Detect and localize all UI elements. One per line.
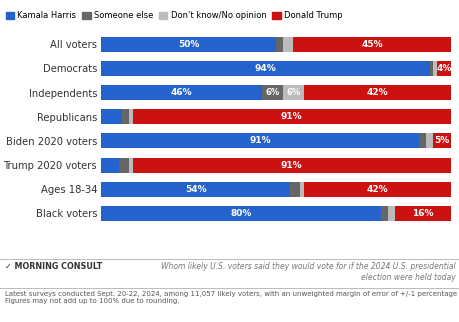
Bar: [101, 206, 380, 221]
Bar: [387, 206, 394, 221]
Bar: [425, 133, 432, 148]
Text: 46%: 46%: [170, 88, 192, 97]
Bar: [282, 37, 293, 52]
Bar: [101, 109, 122, 124]
Legend: Kamala Harris, Someone else, Don’t know/No opinion, Donald Trump: Kamala Harris, Someone else, Don’t know/…: [6, 11, 342, 20]
Bar: [129, 109, 132, 124]
Bar: [101, 61, 429, 76]
Text: 50%: 50%: [178, 40, 199, 49]
Text: 80%: 80%: [230, 209, 251, 218]
Text: 4%: 4%: [435, 64, 451, 73]
Bar: [300, 182, 303, 197]
Bar: [122, 109, 129, 124]
Text: 94%: 94%: [254, 64, 276, 73]
Bar: [282, 85, 303, 100]
Bar: [432, 61, 436, 76]
Text: 91%: 91%: [280, 112, 302, 121]
Bar: [101, 157, 118, 173]
Text: 91%: 91%: [280, 161, 302, 169]
Bar: [101, 37, 275, 52]
Text: 6%: 6%: [265, 88, 279, 97]
Bar: [289, 182, 300, 197]
Text: 6%: 6%: [286, 88, 300, 97]
Bar: [132, 109, 450, 124]
Bar: [132, 157, 450, 173]
Text: 16%: 16%: [411, 209, 433, 218]
Text: ✓ MORNING CONSULT: ✓ MORNING CONSULT: [5, 262, 101, 271]
Text: 42%: 42%: [366, 88, 387, 97]
Bar: [429, 61, 432, 76]
Bar: [394, 206, 450, 221]
Text: 42%: 42%: [366, 185, 387, 194]
Bar: [303, 85, 450, 100]
Bar: [129, 157, 132, 173]
Text: 54%: 54%: [185, 185, 206, 194]
Text: 45%: 45%: [360, 40, 382, 49]
Bar: [262, 85, 282, 100]
Bar: [101, 133, 419, 148]
Bar: [101, 85, 262, 100]
Bar: [101, 182, 289, 197]
Bar: [303, 182, 450, 197]
Bar: [275, 37, 282, 52]
Bar: [380, 206, 387, 221]
Bar: [118, 157, 129, 173]
Text: 91%: 91%: [249, 137, 270, 145]
Text: Latest surveys conducted Sept. 20-22, 2024, among 11,057 likely voters, with an : Latest surveys conducted Sept. 20-22, 20…: [5, 291, 459, 304]
Bar: [432, 133, 450, 148]
Bar: [436, 61, 450, 76]
Text: Whom likely U.S. voters said they would vote for if the 2024 U.S. presidential
e: Whom likely U.S. voters said they would …: [161, 262, 454, 282]
Bar: [419, 133, 425, 148]
Text: 5%: 5%: [433, 137, 449, 145]
Bar: [293, 37, 450, 52]
